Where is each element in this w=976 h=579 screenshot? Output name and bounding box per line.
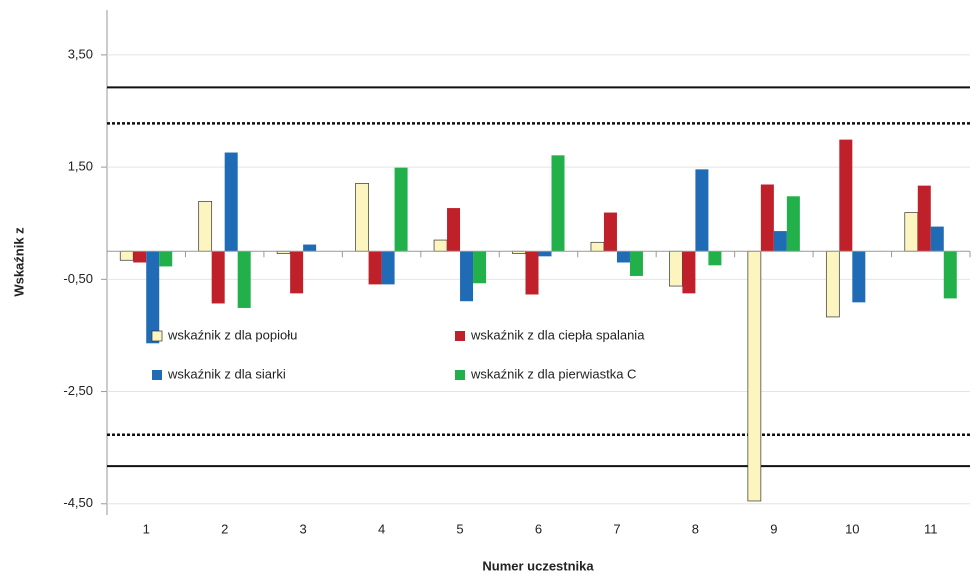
bar: [629, 251, 643, 276]
bar: [460, 251, 474, 302]
bar: [394, 167, 408, 252]
bar: [839, 139, 853, 252]
y-tick-label: -4,50: [63, 495, 93, 510]
y-tick-label: -0,50: [63, 271, 93, 286]
legend-swatch: [455, 370, 465, 380]
bar: [290, 251, 304, 294]
bar: [447, 208, 461, 252]
legend-swatch: [151, 330, 163, 342]
bar: [682, 251, 696, 294]
bar: [159, 251, 173, 267]
bar: [786, 196, 800, 252]
bar: [303, 244, 317, 252]
bar: [603, 212, 617, 252]
y-axis-title: Wskaźnik z: [11, 227, 26, 297]
bar: [551, 155, 565, 252]
bar: [146, 251, 160, 344]
legend-swatch: [152, 370, 162, 380]
bar: [473, 251, 487, 284]
bar: [616, 251, 630, 263]
bar: [825, 250, 840, 318]
bar: [198, 200, 213, 252]
bar: [355, 183, 369, 252]
x-tick-label: 5: [456, 521, 463, 536]
x-tick-label: 6: [535, 521, 542, 536]
bar: [917, 185, 931, 252]
x-tick-label: 4: [378, 521, 385, 536]
bar: [538, 251, 552, 257]
legend-label: wskaźnik z dla ciepła spalania: [470, 327, 645, 342]
legend-label: wskaźnik z dla popiołu: [167, 327, 297, 342]
x-tick-label: 3: [300, 521, 307, 536]
bar: [747, 250, 762, 502]
bar: [904, 212, 919, 252]
bar: [381, 251, 395, 285]
bar: [433, 239, 448, 252]
legend-label: wskaźnik z dla pierwiastka C: [470, 366, 636, 381]
bar: [211, 251, 225, 304]
bar: [133, 251, 147, 263]
x-tick-label: 10: [845, 521, 859, 536]
bar: [760, 184, 774, 252]
x-tick-label: 2: [221, 521, 228, 536]
bar: [237, 251, 251, 308]
bar: [708, 251, 722, 266]
y-tick-label: 3,50: [68, 46, 93, 61]
x-tick-label: 1: [143, 521, 150, 536]
bar: [669, 250, 683, 287]
legend-label: wskaźnik z dla siarki: [167, 366, 286, 381]
bar: [852, 251, 866, 303]
y-tick-label: -2,50: [63, 383, 93, 398]
x-tick-label: 9: [770, 521, 777, 536]
bar: [930, 226, 944, 252]
y-tick-label: 1,50: [68, 159, 93, 174]
bar: [119, 250, 134, 261]
bar: [590, 241, 605, 252]
x-tick-label: 7: [613, 521, 620, 536]
bar: [368, 251, 382, 285]
bar: [525, 251, 539, 295]
bar: [695, 169, 709, 252]
x-tick-label: 8: [692, 521, 699, 536]
x-tick-label: 11: [924, 521, 938, 536]
legend-swatch: [455, 331, 465, 341]
bar: [943, 251, 957, 299]
bar: [773, 231, 787, 252]
bar: [224, 152, 238, 252]
x-axis-title: Numer uczestnika: [482, 558, 594, 573]
